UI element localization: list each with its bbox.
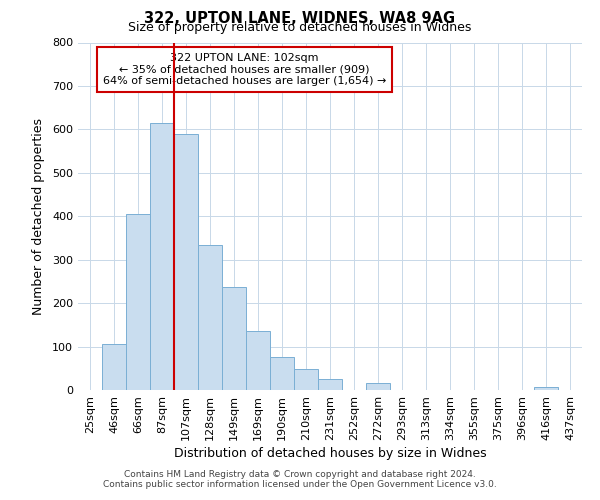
Text: Size of property relative to detached houses in Widnes: Size of property relative to detached ho… xyxy=(128,21,472,34)
Bar xyxy=(102,344,126,390)
Bar xyxy=(270,357,294,390)
Y-axis label: Number of detached properties: Number of detached properties xyxy=(32,118,45,315)
Bar xyxy=(222,287,246,390)
Bar xyxy=(150,123,174,390)
Bar xyxy=(246,331,270,390)
Bar xyxy=(126,214,150,390)
Bar xyxy=(294,368,318,390)
Bar xyxy=(534,386,558,390)
Text: 322 UPTON LANE: 102sqm
← 35% of detached houses are smaller (909)
64% of semi-de: 322 UPTON LANE: 102sqm ← 35% of detached… xyxy=(103,53,386,86)
X-axis label: Distribution of detached houses by size in Widnes: Distribution of detached houses by size … xyxy=(173,447,487,460)
Bar xyxy=(366,383,390,390)
Text: Contains HM Land Registry data © Crown copyright and database right 2024.
Contai: Contains HM Land Registry data © Crown c… xyxy=(103,470,497,489)
Bar xyxy=(318,378,342,390)
Text: 322, UPTON LANE, WIDNES, WA8 9AG: 322, UPTON LANE, WIDNES, WA8 9AG xyxy=(145,11,455,26)
Bar xyxy=(198,246,222,390)
Bar xyxy=(174,134,198,390)
